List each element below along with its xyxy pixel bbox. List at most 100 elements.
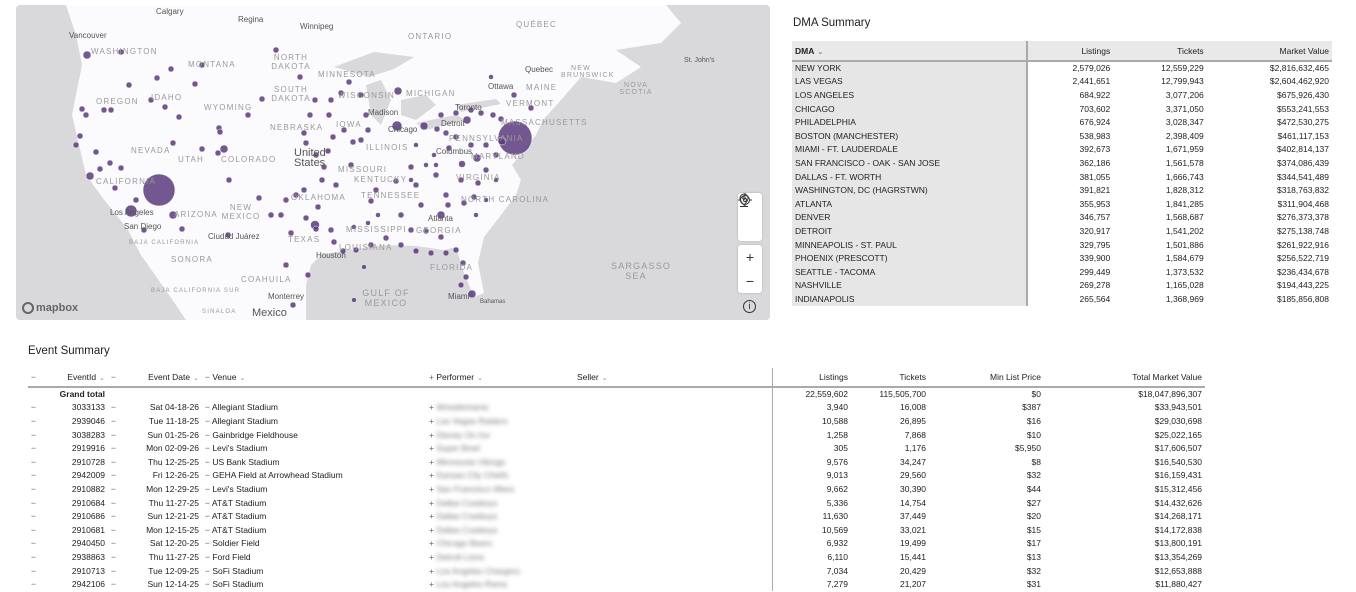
- dma-marker[interactable]: [244, 111, 252, 119]
- market-value-column-header[interactable]: Market Value: [1206, 41, 1332, 62]
- dma-marker[interactable]: [125, 81, 133, 89]
- expand-icon[interactable]: +: [429, 497, 437, 508]
- collapse-icon[interactable]: −: [31, 579, 36, 590]
- tickets-column-header[interactable]: Tickets: [1113, 41, 1207, 62]
- dma-marker[interactable]: [357, 136, 365, 144]
- dma-marker[interactable]: [436, 210, 446, 220]
- dma-marker[interactable]: [510, 91, 518, 99]
- dma-marker[interactable]: [407, 226, 415, 234]
- collapse-icon[interactable]: −: [31, 497, 36, 508]
- dma-marker[interactable]: [488, 74, 494, 80]
- dma-marker[interactable]: [497, 120, 533, 156]
- dma-marker[interactable]: [408, 177, 414, 183]
- collapse-icon[interactable]: −: [111, 579, 116, 590]
- dma-marker[interactable]: [483, 197, 489, 203]
- dma-marker[interactable]: [191, 80, 199, 88]
- dma-marker[interactable]: [339, 247, 347, 255]
- dma-marker[interactable]: [314, 203, 322, 211]
- dma-marker[interactable]: [412, 181, 420, 189]
- dma-marker[interactable]: [318, 176, 326, 184]
- dma-marker[interactable]: [219, 144, 229, 154]
- expand-icon[interactable]: +: [429, 456, 437, 467]
- dma-row[interactable]: NEW YORK 2,579,026 12,559,229 $2,816,632,46…: [792, 61, 1332, 75]
- expand-icon[interactable]: +: [429, 415, 437, 426]
- dma-marker[interactable]: [412, 247, 420, 255]
- total-value-column-header[interactable]: Total Market Value: [1044, 368, 1205, 388]
- dma-marker[interactable]: [216, 128, 224, 136]
- collapse-icon[interactable]: −: [205, 565, 213, 576]
- dma-marker[interactable]: [340, 126, 348, 134]
- dma-marker[interactable]: [167, 65, 175, 73]
- collapse-icon[interactable]: −: [31, 429, 36, 440]
- collapse-icon[interactable]: −: [111, 443, 116, 454]
- dma-marker[interactable]: [442, 249, 450, 257]
- dma-marker[interactable]: [300, 186, 308, 194]
- dma-column-header[interactable]: DMA ⌄: [792, 41, 1028, 62]
- dma-marker[interactable]: [214, 149, 222, 157]
- dma-marker[interactable]: [470, 193, 478, 201]
- dma-marker[interactable]: [457, 281, 465, 289]
- dma-marker[interactable]: [282, 196, 290, 204]
- dma-marker[interactable]: [458, 160, 466, 168]
- dma-marker[interactable]: [467, 106, 475, 114]
- dma-marker[interactable]: [327, 96, 335, 104]
- dma-marker[interactable]: [147, 96, 155, 104]
- dma-marker[interactable]: [382, 234, 390, 242]
- expand-icon[interactable]: +: [429, 511, 437, 522]
- dma-marker[interactable]: [361, 264, 367, 270]
- collapse-icon[interactable]: −: [31, 551, 36, 562]
- collapse-icon[interactable]: −: [111, 456, 116, 467]
- dma-marker[interactable]: [225, 176, 233, 184]
- dma-marker[interactable]: [431, 152, 437, 158]
- dma-row[interactable]: INDIANAPOLIS 265,564 1,368,969 $185,856,808: [792, 292, 1332, 306]
- dma-marker[interactable]: [482, 141, 490, 149]
- dma-row[interactable]: DETROIT 320,917 1,541,202 $275,138,748: [792, 224, 1332, 238]
- collapse-icon[interactable]: −: [31, 538, 36, 549]
- dma-marker[interactable]: [153, 74, 161, 82]
- dma-marker[interactable]: [282, 261, 290, 269]
- min-price-column-header[interactable]: Min List Price: [929, 368, 1044, 388]
- dma-marker[interactable]: [117, 164, 125, 172]
- expand-icon[interactable]: +: [429, 524, 437, 535]
- dma-marker[interactable]: [325, 111, 333, 119]
- dma-marker[interactable]: [432, 171, 440, 179]
- dma-marker[interactable]: [337, 89, 345, 97]
- dma-marker[interactable]: [345, 78, 353, 86]
- dma-marker[interactable]: [452, 109, 460, 117]
- dma-marker[interactable]: [277, 211, 285, 219]
- event-row[interactable]: −2910681− Mon 12-15-25− AT&T Stadium + Dal…: [28, 522, 1205, 537]
- dma-map[interactable]: Calgary Regina Winnipeg Vancouver Washin…: [16, 5, 770, 320]
- dma-marker[interactable]: [85, 171, 95, 181]
- dma-row[interactable]: PHOENIX (PRESCOTT) 339,900 1,584,679 $256,5…: [792, 251, 1332, 265]
- listings-column-header[interactable]: Listings: [772, 368, 851, 388]
- dma-marker[interactable]: [100, 106, 108, 114]
- dma-marker[interactable]: [224, 231, 232, 239]
- event-row[interactable]: −3038283− Sun 01-25-26− Gainbridge Fieldh…: [28, 427, 1205, 442]
- dma-marker[interactable]: [306, 111, 314, 119]
- dma-marker[interactable]: [255, 194, 263, 202]
- dma-marker[interactable]: [300, 129, 308, 137]
- dma-marker[interactable]: [444, 201, 452, 209]
- dma-row[interactable]: DALLAS - FT. WORTH 381,055 1,666,743 $344,5…: [792, 169, 1332, 184]
- dma-marker[interactable]: [178, 225, 186, 233]
- collapse-icon[interactable]: −: [111, 415, 116, 426]
- collapse-icon[interactable]: −: [205, 443, 213, 454]
- performer-column-header[interactable]: + Performer ⌄: [426, 368, 574, 388]
- collapse-icon[interactable]: −: [205, 551, 213, 562]
- dma-marker[interactable]: [365, 220, 371, 226]
- dma-marker[interactable]: [330, 238, 338, 246]
- dma-marker[interactable]: [417, 201, 425, 209]
- collapse-all-icon[interactable]: −: [28, 368, 42, 388]
- collapse-icon[interactable]: −: [205, 429, 213, 440]
- dma-marker[interactable]: [352, 246, 360, 254]
- date-column-header[interactable]: Event Date ⌄: [122, 368, 202, 388]
- collapse-icon[interactable]: −: [111, 538, 116, 549]
- event-row[interactable]: −2910713− Tue 12-09-25− SoFi Stadium + Los…: [28, 563, 1205, 578]
- dma-marker[interactable]: [474, 179, 482, 187]
- dma-marker[interactable]: [442, 129, 450, 137]
- event-row[interactable]: −2910684− Thu 11-27-25− AT&T Stadium + Dal…: [28, 495, 1205, 510]
- collapse-icon[interactable]: −: [111, 511, 116, 522]
- dma-row[interactable]: MINNEAPOLIS - ST. PAUL 329,795 1,501,886 $2…: [792, 237, 1332, 252]
- dma-marker[interactable]: [302, 214, 310, 222]
- event-row[interactable]: −2938863− Thu 11-27-25− Ford Field + Detro…: [28, 550, 1205, 564]
